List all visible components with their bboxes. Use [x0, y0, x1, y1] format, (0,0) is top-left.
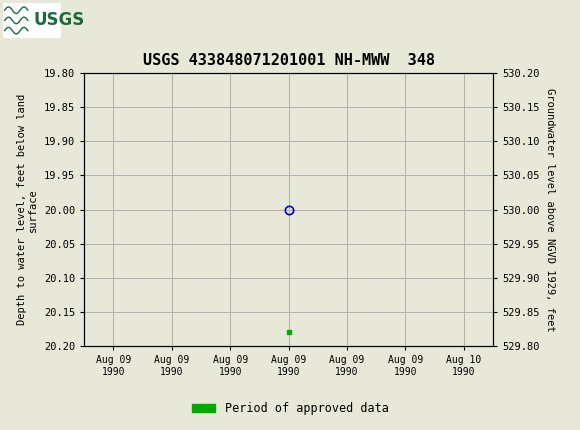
Y-axis label: Groundwater level above NGVD 1929, feet: Groundwater level above NGVD 1929, feet — [545, 88, 555, 332]
Title: USGS 433848071201001 NH-MWW  348: USGS 433848071201001 NH-MWW 348 — [143, 53, 434, 68]
Y-axis label: Depth to water level, feet below land
surface: Depth to water level, feet below land su… — [17, 94, 38, 325]
Legend: Period of approved data: Period of approved data — [187, 397, 393, 420]
Text: USGS: USGS — [34, 12, 85, 29]
FancyBboxPatch shape — [3, 3, 61, 37]
